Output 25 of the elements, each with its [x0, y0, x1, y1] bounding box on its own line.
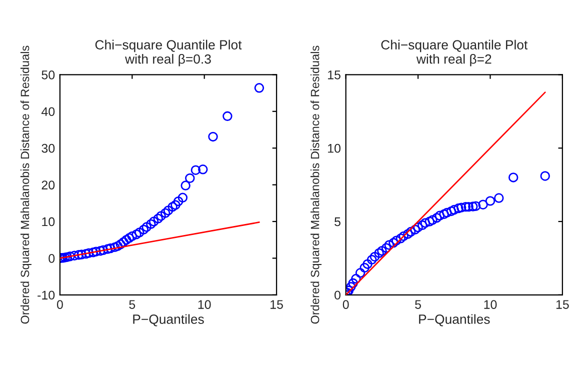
x-tick-label: 10	[484, 300, 497, 309]
chart-title: Chi−square Quantile Plot with real β=2	[381, 40, 528, 66]
y-tick-label: 0	[48, 254, 55, 263]
y-tick-label: 30	[42, 144, 55, 153]
y-tick-label: 5	[334, 217, 340, 226]
y-tick-label: 50	[42, 70, 55, 80]
x-tick-label: 0	[56, 300, 63, 309]
x-tick-label: 5	[415, 300, 421, 309]
y-axis-title: Ordered Squared Mahalanobis Distance of Residuals	[310, 46, 322, 324]
y-tick-label: 0	[334, 290, 340, 300]
y-axis-title: Ordered Squared Mahalanobis Distance of Residuals	[20, 46, 32, 324]
x-axis-title: P−Quantiles	[419, 314, 490, 326]
x-axis-title: P−Quantiles	[133, 314, 204, 326]
x-tick-label: 10	[198, 300, 211, 309]
x-tick-label: 15	[556, 300, 569, 309]
y-tick-label: 10	[328, 144, 340, 153]
y-tick-label: 20	[42, 180, 55, 190]
x-tick-label: 15	[270, 300, 283, 309]
y-tick-label: -10	[38, 290, 55, 300]
x-tick-label: 0	[342, 300, 349, 309]
y-tick-label: 10	[42, 217, 55, 226]
chart-title: Chi−square Quantile Plot with real β=0.3	[95, 40, 242, 66]
y-tick-label: 15	[328, 70, 340, 80]
x-tick-label: 5	[129, 300, 136, 309]
y-tick-label: 40	[41, 107, 55, 116]
